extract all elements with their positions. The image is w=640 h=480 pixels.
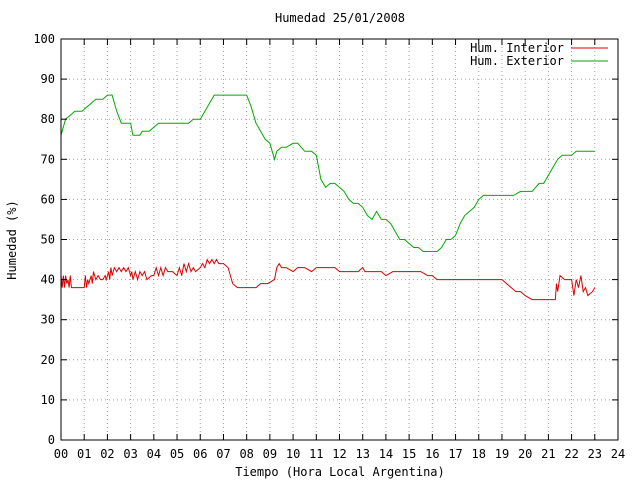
x-tick-label: 24	[611, 447, 625, 461]
x-tick-label: 20	[518, 447, 532, 461]
x-tick-label: 14	[379, 447, 393, 461]
x-tick-label: 07	[216, 447, 230, 461]
legend-label-1: Hum. Interior	[470, 41, 564, 55]
series-line-1	[60, 258, 596, 301]
series-lines	[60, 94, 596, 301]
x-tick-label: 22	[564, 447, 578, 461]
grid	[61, 39, 618, 440]
x-tick-label: 06	[193, 447, 207, 461]
y-tick-label: 20	[41, 353, 55, 367]
y-tick-label: 60	[41, 192, 55, 206]
x-tick-label: 11	[309, 447, 323, 461]
x-tick-label: 21	[541, 447, 555, 461]
x-tick-label: 09	[263, 447, 277, 461]
y-tick-label: 10	[41, 393, 55, 407]
y-tick-label: 90	[41, 72, 55, 86]
x-tick-label: 00	[54, 447, 68, 461]
x-tick-label: 03	[123, 447, 137, 461]
x-axis-label: Tiempo (Hora Local Argentina)	[235, 465, 445, 479]
axis-ticks: 0 10 20 30 40 50 60 70 80 90 100 00 01 02 03 04 05 06 07 08…	[33, 32, 625, 461]
x-tick-label: 01	[77, 447, 91, 461]
x-tick-label: 04	[147, 447, 161, 461]
x-tick-label: 16	[425, 447, 439, 461]
x-tick-label: 05	[170, 447, 184, 461]
x-tick-label: 17	[448, 447, 462, 461]
y-tick-label: 40	[41, 273, 55, 287]
y-tick-label: 0	[48, 433, 55, 447]
y-tick-label: 50	[41, 233, 55, 247]
x-tick-label: 08	[239, 447, 253, 461]
chart-title: Humedad 25/01/2008	[275, 11, 405, 25]
series-line-2	[60, 94, 595, 252]
y-tick-label: 30	[41, 313, 55, 327]
y-axis-label: Humedad (%)	[5, 200, 19, 279]
x-tick-label: 15	[402, 447, 416, 461]
x-tick-label: 12	[332, 447, 346, 461]
x-tick-label: 10	[286, 447, 300, 461]
x-tick-label: 18	[472, 447, 486, 461]
y-tick-label: 100	[33, 32, 55, 46]
y-tick-label: 80	[41, 112, 55, 126]
legend-label-2: Hum. Exterior	[470, 54, 564, 68]
x-tick-label: 13	[355, 447, 369, 461]
x-tick-label: 02	[100, 447, 114, 461]
x-tick-label: 23	[588, 447, 602, 461]
y-tick-label: 70	[41, 152, 55, 166]
x-tick-label: 19	[495, 447, 509, 461]
